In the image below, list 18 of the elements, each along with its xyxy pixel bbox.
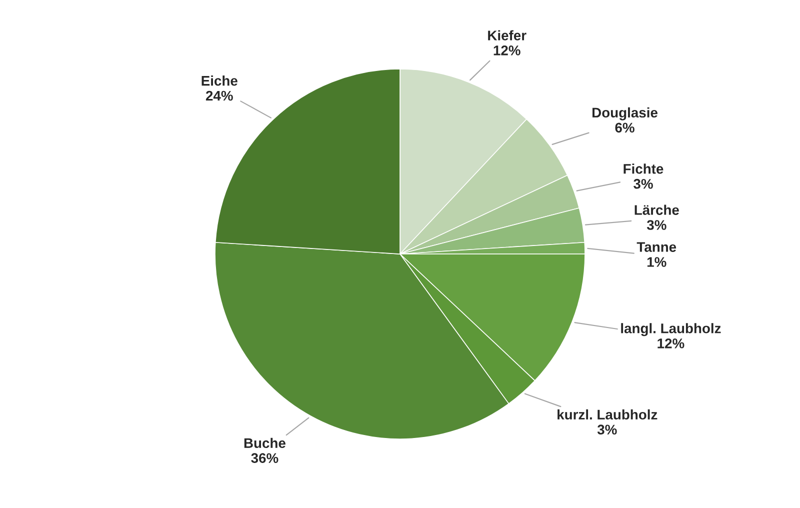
data-label: 12% (658, 338, 684, 348)
data-label: 3% (634, 178, 653, 189)
data-label: 24% (206, 90, 233, 101)
slice-label: Eiche (202, 76, 238, 86)
slice-label: Tanne (636, 242, 676, 252)
slice-label: Fichte (624, 164, 664, 174)
data-label: 3% (646, 220, 666, 230)
slice-label: Douglasie (592, 107, 658, 120)
data-label: 1% (647, 257, 666, 267)
slice-label: Kiefer (488, 30, 526, 40)
data-label: 12% (494, 46, 520, 56)
data-label: 3% (597, 424, 617, 435)
slice-label: kurzl. Laubholz (558, 409, 658, 420)
slice-label: Lärche (634, 204, 679, 215)
slice-label: langl. Laubholz (621, 323, 721, 336)
data-label: 6% (615, 122, 634, 133)
data-label: 36% (251, 453, 278, 464)
slice-label: Buche (244, 438, 286, 448)
